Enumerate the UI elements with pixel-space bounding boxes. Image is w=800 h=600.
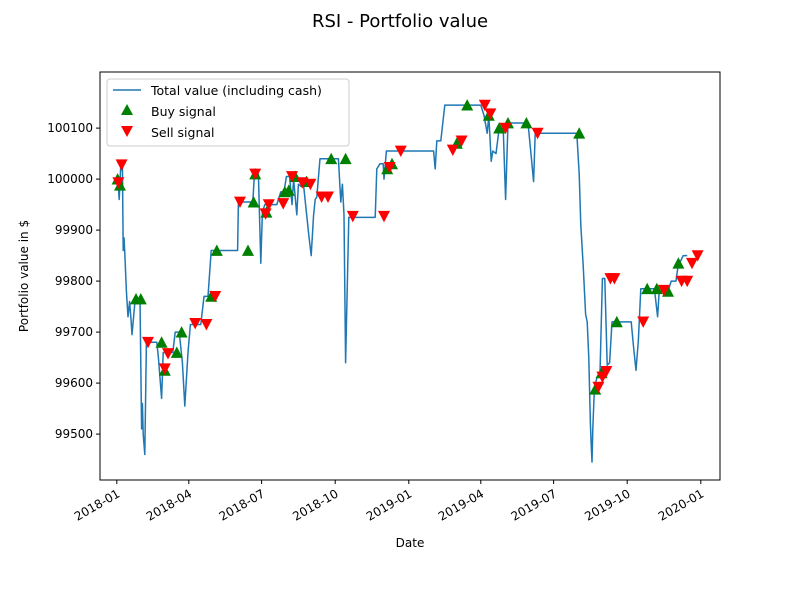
y-tick-label: 99800 (55, 274, 93, 288)
sell-signal-marker (209, 291, 222, 303)
sell-signal-marker (200, 319, 213, 331)
sell-signal-marker (189, 318, 202, 330)
legend-label-buy: Buy signal (151, 104, 216, 119)
sell-signal-marker (484, 108, 497, 120)
sell-signal-marker (394, 145, 407, 158)
y-tick-label: 99900 (55, 223, 93, 237)
legend-sell-marker (121, 126, 133, 137)
y-axis: 99500 99600 99700 99800 99900 100000 100100 (47, 121, 100, 441)
x-tick-label: 2019-01 (364, 486, 414, 523)
y-tick-label: 100100 (47, 121, 93, 135)
buy-signal-marker (461, 99, 474, 111)
x-tick-label: 2018-01 (72, 486, 122, 523)
sell-signal-marker (446, 144, 459, 157)
x-tick-label: 2018-04 (144, 486, 194, 523)
x-tick-label: 2018-10 (290, 486, 340, 523)
sell-signal-marker (499, 122, 512, 135)
sell-signal-marker (691, 250, 704, 262)
sell-signal-marker (608, 273, 621, 285)
x-tick-label: 2019-07 (509, 486, 559, 523)
buy-signal-marker (155, 336, 168, 348)
buy-signal-marker (325, 152, 338, 165)
buy-signal-marker (242, 244, 254, 256)
sell-signal-marker (112, 177, 125, 189)
sell-signal-marker (478, 99, 491, 112)
sell-signal-marker (686, 257, 698, 270)
sell-signal-marker (115, 159, 128, 171)
sell-signal-marker (162, 348, 174, 360)
x-tick-label: 2018-07 (217, 486, 267, 523)
sell-signal-marker (531, 127, 544, 140)
buy-signal-marker (650, 282, 663, 295)
sell-signal-marker (378, 210, 390, 223)
sell-signal-marker (142, 336, 154, 349)
sell-signal-marker (304, 178, 317, 191)
legend-label-total: Total value (including cash) (150, 83, 322, 98)
sell-signal-marker (277, 198, 290, 210)
sell-signal-series (112, 99, 704, 394)
y-tick-label: 99500 (55, 427, 93, 441)
buy-signal-marker (339, 152, 352, 165)
x-tick-label: 2019-04 (436, 486, 486, 523)
sell-signal-marker (600, 365, 613, 378)
y-tick-label: 100000 (47, 172, 93, 186)
y-axis-label: Portfolio value in $ (17, 220, 31, 332)
series-layer (111, 99, 704, 463)
chart-title: RSI - Portfolio value (312, 11, 488, 32)
buy-signal-marker (170, 346, 183, 358)
sell-signal-marker (637, 316, 650, 328)
legend-label-sell: Sell signal (151, 125, 215, 140)
x-axis: 2018-01 2018-04 2018-07 2018-10 2019-01 2019-… (72, 480, 706, 524)
legend-box (106, 78, 350, 147)
buy-signal-marker (573, 127, 586, 139)
sell-signal-marker (681, 275, 694, 288)
plot-frame (99, 71, 721, 481)
sell-signal-marker (249, 168, 262, 180)
buy-signal-marker (520, 117, 533, 129)
sell-signal-marker (455, 135, 468, 147)
sell-signal-marker (262, 199, 275, 211)
buy-signal-marker (493, 122, 506, 134)
y-tick-label: 99700 (55, 325, 93, 339)
sell-signal-marker (286, 171, 298, 183)
buy-signal-marker (641, 282, 654, 295)
sell-signal-marker (346, 210, 359, 223)
sell-signal-marker (234, 196, 246, 209)
buy-signal-marker (175, 326, 188, 338)
sell-signal-marker (658, 284, 670, 297)
sell-signal-marker (322, 191, 334, 203)
x-tick-label: 2019-10 (582, 486, 632, 523)
x-axis-label: Date (396, 536, 425, 550)
legend-buy-marker (121, 104, 133, 115)
buy-signal-marker (610, 315, 623, 328)
buy-signal-marker (247, 196, 260, 208)
sell-signal-marker (592, 381, 605, 394)
sell-signal-marker (259, 208, 272, 220)
sell-signal-marker (383, 161, 396, 174)
legend: Total value (including cash) Buy signal … (106, 78, 350, 147)
buy-signal-marker (210, 244, 223, 256)
buy-signal-marker (672, 257, 685, 269)
sell-signal-marker (158, 363, 171, 375)
x-tick-label: 2020-01 (656, 486, 706, 523)
buy-signal-marker (282, 184, 295, 196)
y-tick-label: 99600 (55, 376, 93, 390)
buy-signal-marker (134, 292, 147, 305)
